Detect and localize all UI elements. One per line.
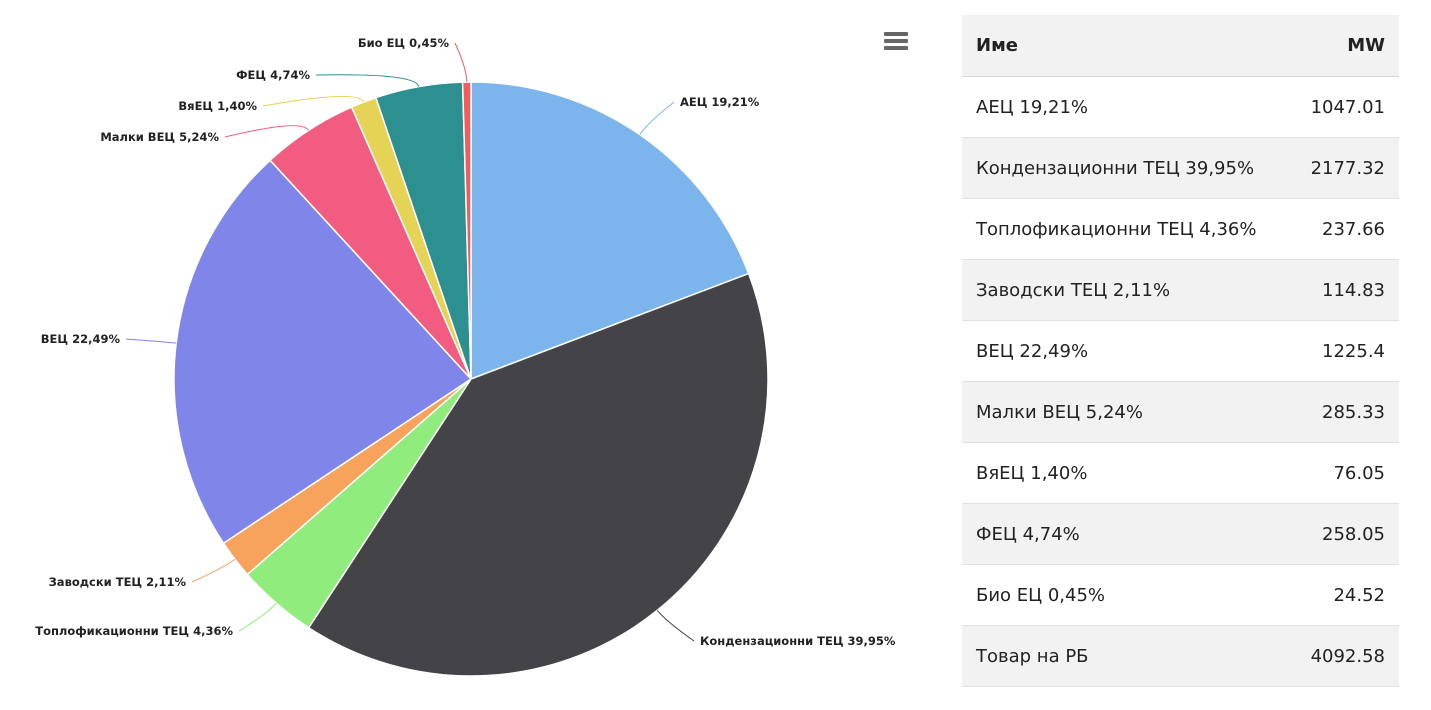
row-name: Био ЕЦ 0,45% (962, 564, 1291, 626)
pie-chart: АЕЦ 19,21% Кондензационни ТЕЦ 39,95% Топло… (35, 32, 912, 677)
row-value: 114.83 (1290, 259, 1399, 321)
row-name: Заводски ТЕЦ 2,11% (962, 259, 1291, 321)
label-connector (262, 95, 365, 107)
row-name: ФЕЦ 4,74% (962, 503, 1291, 565)
label-connector (656, 610, 695, 642)
data-label: Кондензационни ТЕЦ 39,95% (700, 634, 896, 648)
table-row: Кондензационни ТЕЦ 39,95% 2177.32 (962, 137, 1399, 199)
pie-slice[interactable] (470, 81, 750, 381)
row-name: Топлофикационни ТЕЦ 4,36% (962, 198, 1291, 260)
data-label: ФЕЦ 4,74% (236, 68, 310, 82)
row-value: 4092.58 (1290, 625, 1399, 687)
data-label: Топлофикационни ТЕЦ 4,36% (35, 624, 233, 638)
data-table: Име MW АЕЦ 19,21% 1047.01 Кондензационни… (962, 15, 1399, 687)
table-header-row: Име MW (962, 15, 1399, 77)
pie-chart-svg: АЕЦ 19,21% Кондензационни ТЕЦ 39,95% Топло… (35, 36, 896, 677)
label-connector (125, 338, 177, 344)
row-name: АЕЦ 19,21% (962, 76, 1291, 138)
label-connector (191, 558, 236, 583)
data-label: ВяЕЦ 1,40% (178, 99, 257, 113)
table-row: Заводски ТЕЦ 2,11% 114.83 (962, 259, 1399, 321)
table-row: Топлофикационни ТЕЦ 4,36% 237.66 (962, 198, 1399, 260)
row-value: 237.66 (1290, 198, 1399, 260)
data-label: Заводски ТЕЦ 2,11% (49, 575, 187, 589)
row-value: 76.05 (1290, 442, 1399, 504)
row-name: ВяЕЦ 1,40% (962, 442, 1291, 504)
table-row: ВяЕЦ 1,40% 76.05 (962, 442, 1399, 504)
table-row: Малки ВЕЦ 5,24% 285.33 (962, 381, 1399, 443)
data-label: Био ЕЦ 0,45% (358, 36, 450, 50)
row-name: Малки ВЕЦ 5,24% (962, 381, 1291, 443)
row-value: 24.52 (1290, 564, 1399, 626)
header-name: Име (962, 15, 1291, 77)
label-connector (224, 125, 310, 138)
table-row: АЕЦ 19,21% 1047.01 (962, 76, 1399, 138)
row-name: Кондензационни ТЕЦ 39,95% (962, 137, 1291, 199)
row-name: Товар на РБ (962, 625, 1291, 687)
table-row: ФЕЦ 4,74% 258.05 (962, 503, 1399, 565)
label-connector (454, 42, 468, 83)
data-label: ВЕЦ 22,49% (41, 332, 121, 346)
table-row: ВЕЦ 22,49% 1225.4 (962, 320, 1399, 382)
label-connector (238, 602, 277, 632)
row-value: 1047.01 (1290, 76, 1399, 138)
data-label: АЕЦ 19,21% (680, 95, 760, 109)
label-connector (315, 74, 420, 87)
row-value: 258.05 (1290, 503, 1399, 565)
row-value: 1225.4 (1290, 320, 1399, 382)
table-row-total: Товар на РБ 4092.58 (962, 625, 1399, 687)
data-label: Малки ВЕЦ 5,24% (100, 130, 219, 144)
chart-menu-icon[interactable] (884, 32, 912, 54)
label-connector (639, 101, 675, 135)
row-value: 285.33 (1290, 381, 1399, 443)
table-row: Био ЕЦ 0,45% 24.52 (962, 564, 1399, 626)
row-value: 2177.32 (1290, 137, 1399, 199)
row-name: ВЕЦ 22,49% (962, 320, 1291, 382)
header-mw: MW (1290, 15, 1399, 77)
